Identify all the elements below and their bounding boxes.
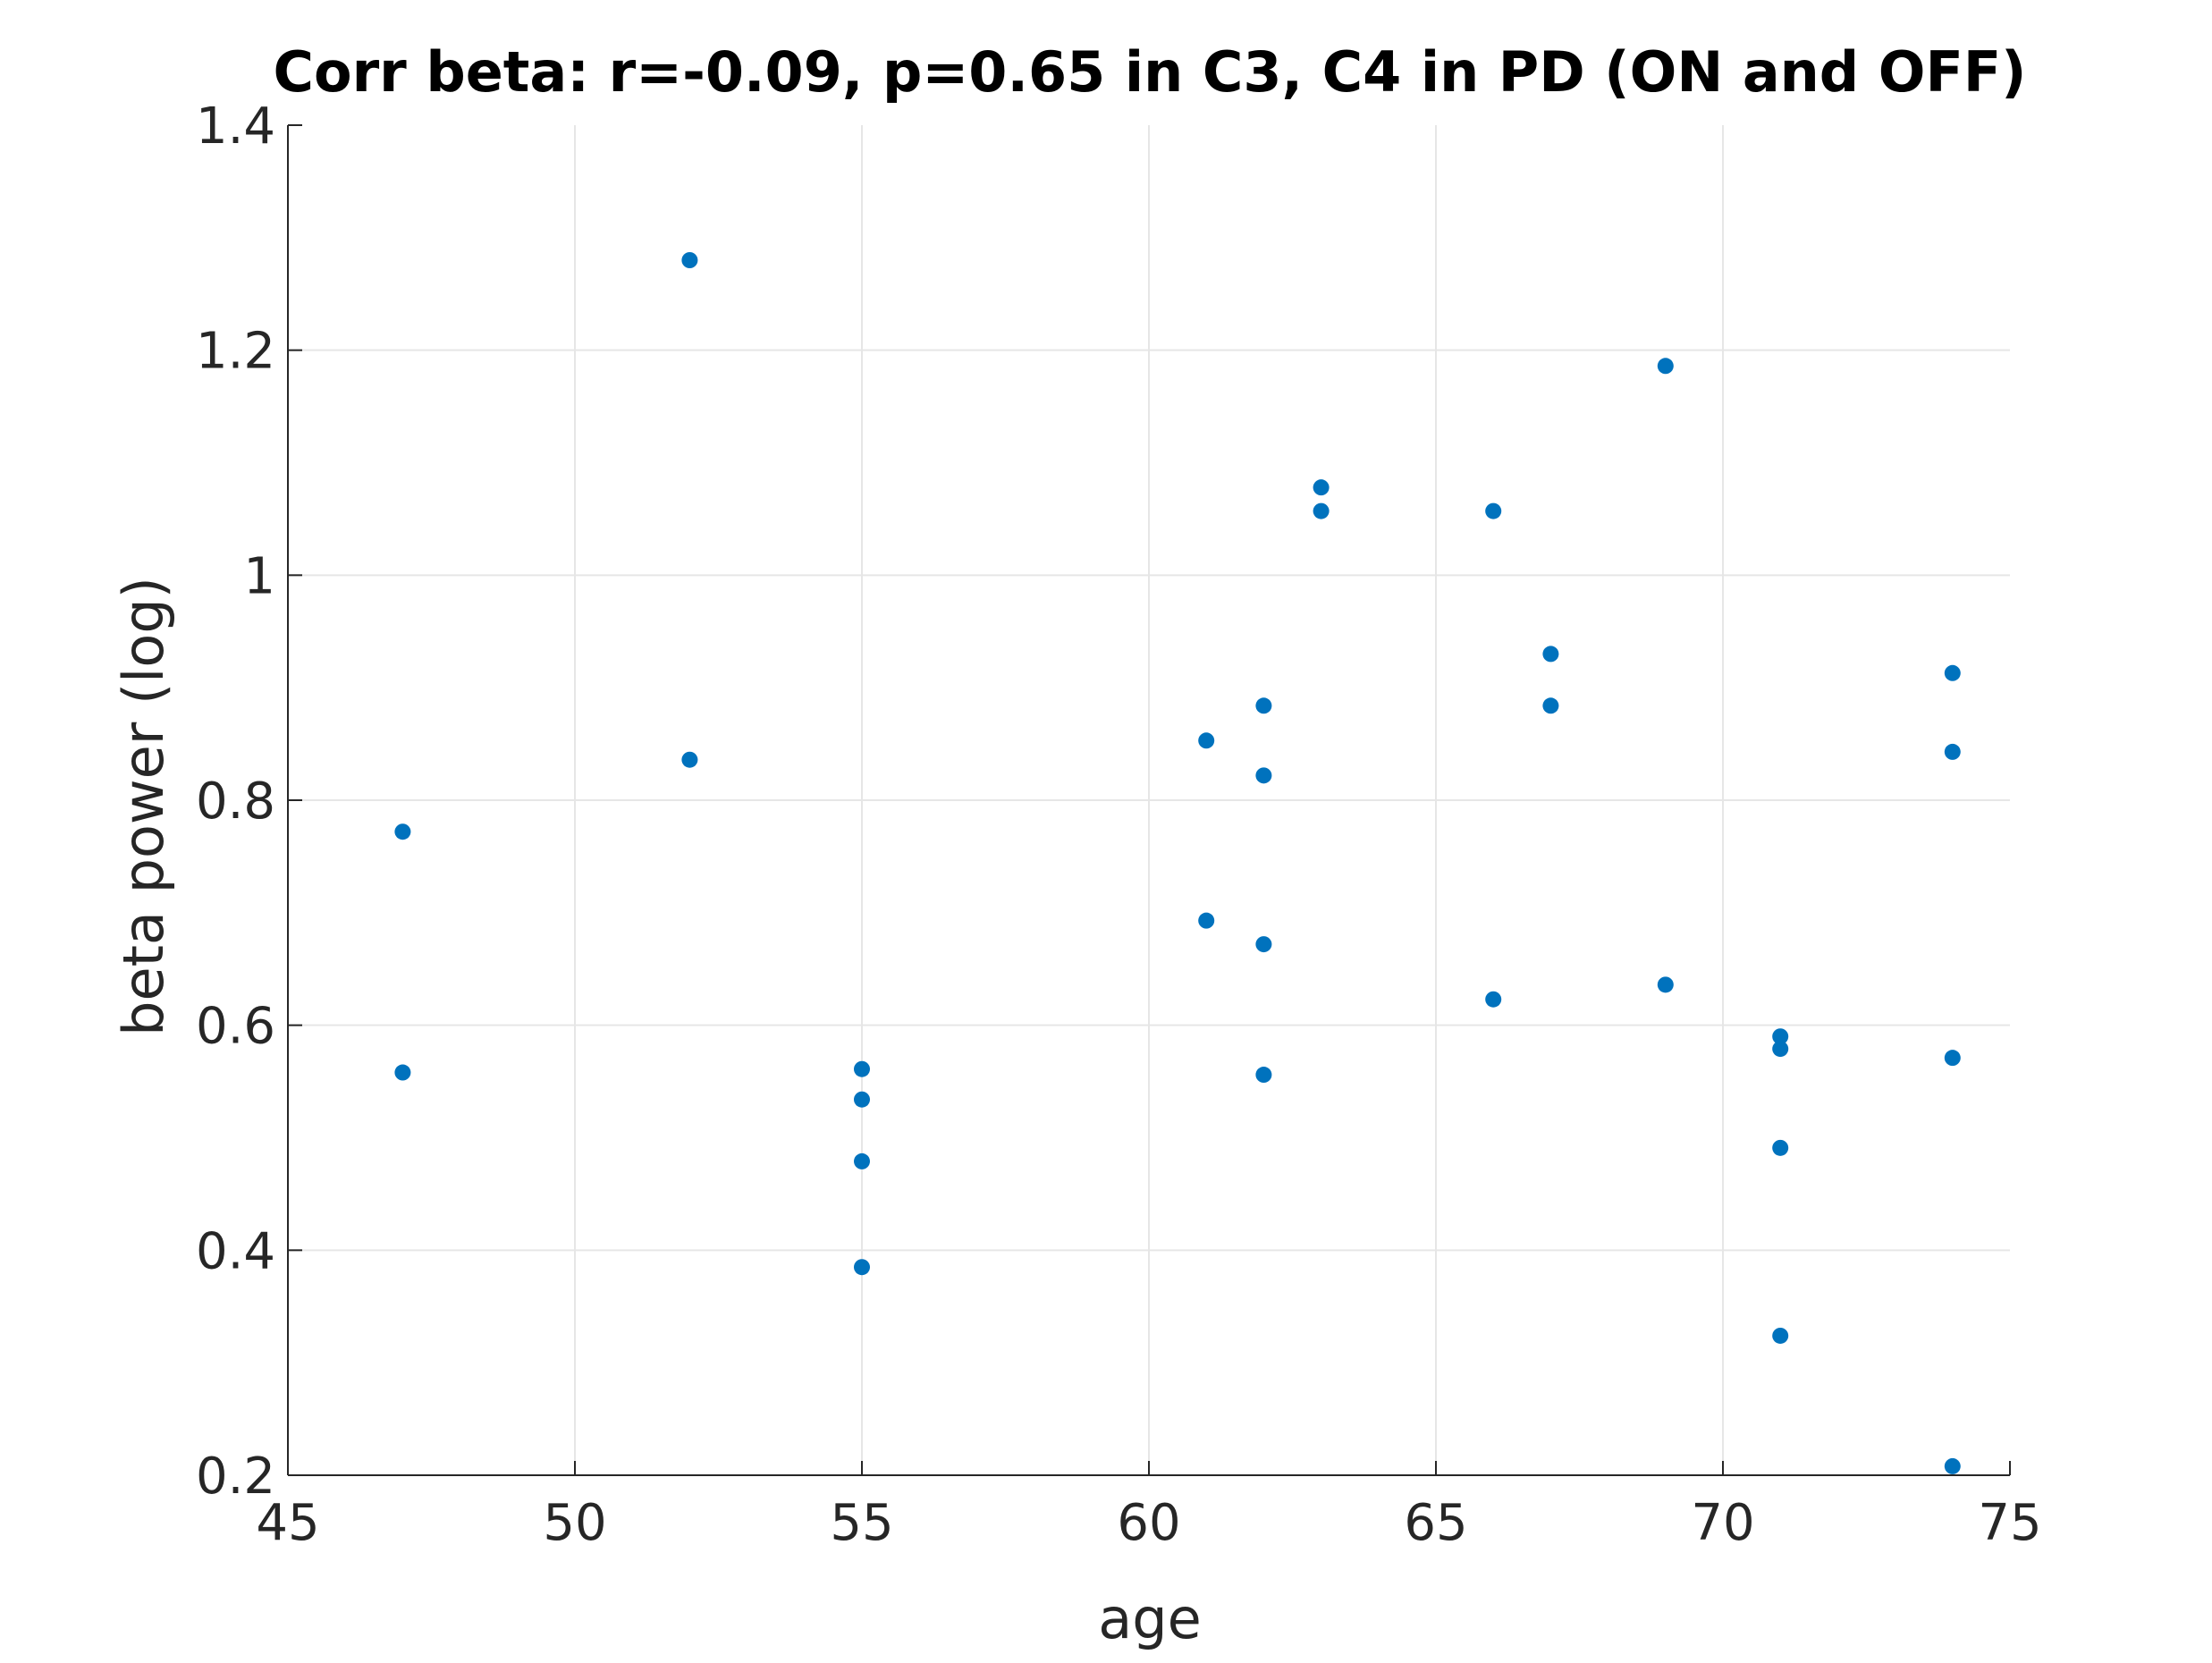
data-point (854, 1060, 870, 1077)
data-point (394, 1064, 411, 1081)
chart-title: Corr beta: r=-0.09, p=0.65 in C3, C4 in … (273, 39, 2026, 105)
ticks: 45 50 55 60 65 70 75 0.2 0.4 0.6 0.8 1 1.2 1.4 (196, 97, 2042, 1552)
data-point (1255, 697, 1272, 714)
data-point (1944, 664, 1961, 681)
x-tick-label: 60 (1117, 1494, 1180, 1552)
data-point (1485, 502, 1502, 519)
data-point (1255, 767, 1272, 784)
data-point (854, 1152, 870, 1169)
x-tick-label: 70 (1691, 1494, 1754, 1552)
y-tick-label: 0.6 (196, 998, 275, 1056)
data-point (1772, 1139, 1789, 1156)
y-tick-label: 0.8 (196, 772, 275, 831)
data-point (1198, 732, 1215, 749)
y-tick-label: 0.2 (196, 1448, 275, 1506)
data-point (1657, 358, 1674, 375)
data-point (1944, 1457, 1961, 1474)
data-point (1944, 743, 1961, 760)
data-point (1944, 1050, 1961, 1067)
x-tick-label: 45 (256, 1494, 319, 1552)
y-tick-label: 0.4 (196, 1222, 275, 1280)
grid (288, 125, 2010, 1475)
x-tick-label: 75 (1978, 1494, 2041, 1552)
data-point (1198, 912, 1215, 929)
data-point (681, 252, 698, 268)
y-axis-label: beta power (log) (111, 577, 176, 1036)
x-tick-label: 50 (543, 1494, 606, 1552)
data-point (1542, 697, 1559, 714)
x-axis-label: age (1098, 1586, 1202, 1651)
data-point (1255, 936, 1272, 953)
y-tick-label: 1.4 (196, 97, 275, 156)
data-point (1542, 646, 1559, 663)
y-tick-label: 1 (243, 547, 275, 605)
data-point (681, 751, 698, 768)
data-point (1772, 1028, 1789, 1045)
data-point (1255, 1067, 1272, 1084)
data-point (854, 1091, 870, 1108)
data-points (394, 252, 1961, 1474)
data-point (1313, 479, 1330, 496)
data-point (1772, 1041, 1789, 1058)
data-point (1772, 1327, 1789, 1344)
data-point (1485, 991, 1502, 1008)
data-point (1657, 976, 1674, 993)
x-tick-label: 55 (830, 1494, 893, 1552)
x-tick-label: 65 (1404, 1494, 1467, 1552)
data-point (854, 1259, 870, 1276)
data-point (1313, 502, 1330, 519)
data-point (394, 823, 411, 840)
y-tick-label: 1.2 (196, 323, 275, 381)
